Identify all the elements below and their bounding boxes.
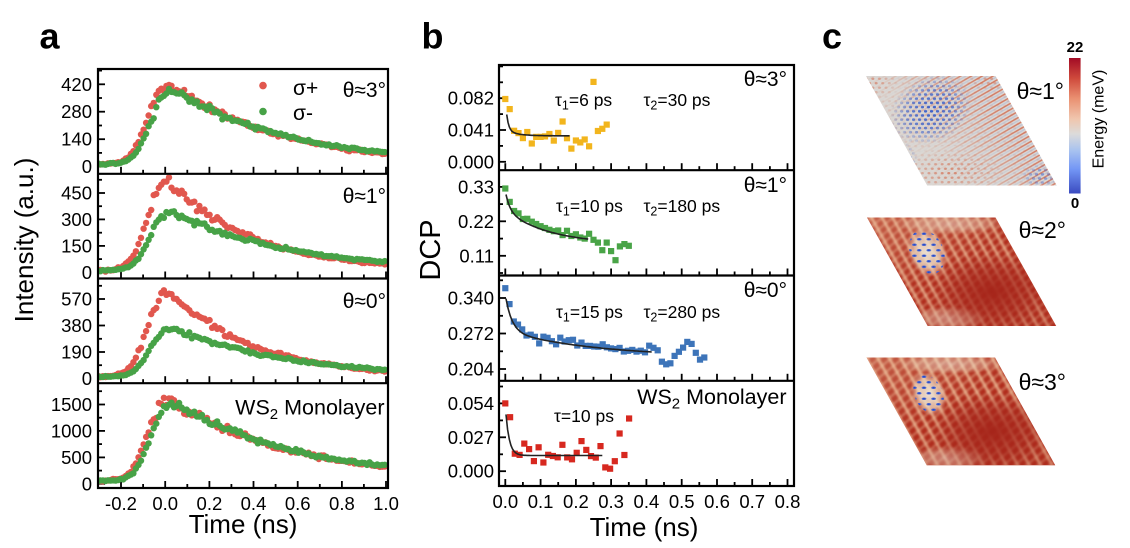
svg-text:1500: 1500 [51, 394, 92, 415]
svg-text:0.22: 0.22 [458, 211, 494, 232]
svg-text:420: 420 [61, 74, 92, 95]
svg-text:0.6: 0.6 [285, 493, 311, 514]
svg-text:0.000: 0.000 [448, 461, 494, 482]
svg-text:θ≈2°: θ≈2° [1019, 217, 1066, 243]
svg-text:θ≈3°: θ≈3° [1019, 369, 1066, 395]
svg-text:0: 0 [1071, 195, 1079, 212]
svg-text:0.1: 0.1 [528, 491, 554, 512]
svg-text:c: c [822, 16, 842, 57]
svg-text:0.054: 0.054 [448, 393, 494, 414]
svg-text:0.041: 0.041 [448, 120, 494, 141]
svg-text:0.11: 0.11 [459, 245, 494, 266]
svg-text:22: 22 [1067, 39, 1084, 56]
svg-text:0.7: 0.7 [739, 491, 765, 512]
svg-text:380: 380 [61, 315, 92, 336]
svg-text:τ=10 ps: τ=10 ps [554, 406, 614, 426]
svg-text:1000: 1000 [51, 420, 92, 441]
svg-text:0.6: 0.6 [704, 491, 730, 512]
svg-text:σ+: σ+ [293, 77, 318, 100]
svg-text:0.8: 0.8 [329, 493, 355, 514]
svg-text:500: 500 [61, 447, 92, 468]
svg-text:0.4: 0.4 [241, 493, 267, 514]
svg-text:0: 0 [82, 368, 92, 389]
svg-text:140: 140 [61, 129, 92, 150]
svg-text:Time (ns): Time (ns) [590, 512, 699, 542]
svg-text:1.0: 1.0 [373, 493, 399, 514]
svg-text:0.8: 0.8 [775, 491, 801, 512]
svg-text:0.000: 0.000 [448, 151, 494, 172]
svg-text:θ≈3°: θ≈3° [343, 79, 386, 102]
svg-text:Intensity (a.u.): Intensity (a.u.) [9, 158, 39, 323]
svg-text:0.5: 0.5 [669, 491, 695, 512]
svg-text:τ1=6 ps: τ1=6 ps [555, 90, 612, 113]
svg-text:0.2: 0.2 [563, 491, 589, 512]
svg-text:WS2 Monolayer: WS2 Monolayer [235, 396, 384, 424]
svg-text:τ2=30 ps: τ2=30 ps [644, 90, 711, 113]
svg-text:τ1=10 ps: τ1=10 ps [556, 196, 623, 219]
svg-text:0.082: 0.082 [448, 88, 494, 109]
svg-text:0: 0 [82, 473, 92, 494]
svg-text:0.340: 0.340 [448, 288, 494, 309]
svg-text:0.4: 0.4 [634, 491, 660, 512]
svg-text:190: 190 [61, 342, 92, 363]
svg-text:0.272: 0.272 [448, 323, 494, 344]
svg-text:WS2 Monolayer: WS2 Monolayer [637, 385, 786, 413]
svg-text:τ2=180 ps: τ2=180 ps [644, 196, 721, 219]
svg-text:0: 0 [82, 156, 92, 177]
svg-text:θ≈0°: θ≈0° [343, 290, 386, 313]
svg-text:θ≈0°: θ≈0° [744, 279, 787, 302]
svg-text:0.2: 0.2 [197, 493, 223, 514]
svg-text:150: 150 [61, 235, 92, 256]
svg-text:θ≈1°: θ≈1° [744, 174, 787, 197]
svg-text:450: 450 [61, 183, 92, 204]
svg-text:0.3: 0.3 [598, 491, 624, 512]
svg-text:300: 300 [61, 209, 92, 230]
svg-text:θ≈1°: θ≈1° [343, 185, 386, 208]
svg-text:0.33: 0.33 [458, 176, 494, 197]
svg-text:b: b [422, 16, 444, 57]
svg-text:0.204: 0.204 [448, 359, 494, 380]
svg-text:a: a [40, 16, 61, 57]
svg-text:0.0: 0.0 [152, 493, 178, 514]
svg-text:Time (ns): Time (ns) [189, 509, 298, 539]
svg-text:280: 280 [61, 101, 92, 122]
svg-text:τ1=15 ps: τ1=15 ps [556, 302, 623, 325]
svg-text:0: 0 [82, 262, 92, 283]
svg-text:DCP: DCP [415, 219, 447, 280]
svg-text:0.027: 0.027 [448, 427, 494, 448]
svg-text:θ≈1°: θ≈1° [1017, 78, 1064, 104]
svg-text:θ≈3°: θ≈3° [744, 68, 787, 91]
svg-text:-0.2: -0.2 [105, 493, 137, 514]
svg-text:0.0: 0.0 [492, 491, 518, 512]
svg-text:τ2=280 ps: τ2=280 ps [644, 302, 721, 325]
svg-text:Energy (meV): Energy (meV) [1091, 70, 1108, 169]
svg-text:σ-: σ- [293, 102, 313, 125]
svg-text:570: 570 [61, 289, 92, 310]
